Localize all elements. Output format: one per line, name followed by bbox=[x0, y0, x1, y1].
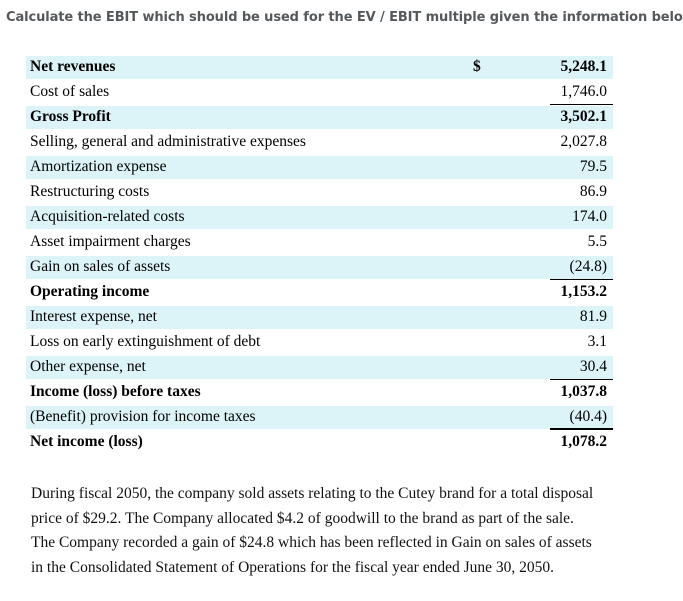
table-row-other-expense: Other expense, net 30.4 bbox=[26, 355, 613, 380]
row-label: Selling, general and administrative expe… bbox=[30, 133, 306, 150]
row-label: Other expense, net bbox=[30, 358, 146, 375]
currency-symbol: $ bbox=[473, 58, 481, 75]
row-value: 5,248.1 bbox=[560, 58, 608, 75]
row-label: Acquisition-related costs bbox=[30, 208, 185, 225]
note-line: The Company recorded a gain of $24.8 whi… bbox=[31, 534, 592, 551]
row-value: 3,502.1 bbox=[560, 108, 608, 125]
table-row-impairment: Asset impairment charges 5.5 bbox=[26, 230, 613, 255]
note-line: price of $29.2. The Company allocated $4… bbox=[31, 509, 574, 527]
disposal-note: During fiscal 2050, the company sold ass… bbox=[31, 482, 681, 580]
row-value: (40.4) bbox=[569, 408, 607, 425]
row-value: 2,027.8 bbox=[560, 133, 608, 150]
table-row-sga: Selling, general and administrative expe… bbox=[26, 130, 613, 155]
table-row-operating-income: Operating income 1,153.2 bbox=[26, 280, 613, 305]
row-label: Income (loss) before taxes bbox=[30, 383, 201, 400]
table-row-income-taxes: (Benefit) provision for income taxes (40… bbox=[26, 405, 613, 430]
row-label: Interest expense, net bbox=[30, 308, 157, 325]
note-line: During fiscal 2050, the company sold ass… bbox=[31, 485, 594, 502]
row-value: 1,078.2 bbox=[560, 433, 608, 450]
row-label: Gain on sales of assets bbox=[30, 258, 171, 275]
row-value: 5.5 bbox=[587, 233, 607, 250]
underline bbox=[550, 104, 613, 105]
row-value: 174.0 bbox=[572, 208, 607, 225]
table-row-acquisition: Acquisition-related costs 174.0 bbox=[26, 205, 613, 230]
table-row-amortization: Amortization expense 79.5 bbox=[26, 155, 613, 180]
row-value: 79.5 bbox=[579, 158, 607, 175]
table-row-income-before-taxes: Income (loss) before taxes 1,037.8 bbox=[26, 380, 613, 405]
row-label: Net income (loss) bbox=[30, 433, 143, 450]
row-label: Gross Profit bbox=[30, 108, 111, 125]
row-value: 1,153.2 bbox=[560, 283, 608, 300]
row-label: Operating income bbox=[30, 283, 150, 300]
row-label: Net revenues bbox=[30, 58, 116, 75]
row-label: Cost of sales bbox=[30, 83, 110, 100]
table-row-gain-on-sales: Gain on sales of assets (24.8) bbox=[26, 255, 613, 280]
row-value: 81.9 bbox=[579, 308, 607, 325]
table-row-debt-extinguishment: Loss on early extinguishment of debt 3.1 bbox=[26, 330, 613, 355]
row-label: Restructuring costs bbox=[30, 183, 150, 200]
row-label: Amortization expense bbox=[30, 158, 167, 175]
table-row-cost-of-sales: Cost of sales 1,746.0 bbox=[26, 80, 613, 105]
row-value: 1,746.0 bbox=[560, 83, 608, 100]
underline bbox=[550, 279, 613, 280]
question-text: Calculate the EBIT which should be used … bbox=[6, 10, 683, 25]
row-label: Asset impairment charges bbox=[30, 233, 191, 250]
row-value: 30.4 bbox=[579, 358, 607, 375]
row-value: (24.8) bbox=[569, 258, 607, 275]
table-row-net-income: Net income (loss) 1,078.2 bbox=[26, 430, 613, 455]
row-value: 3.1 bbox=[587, 333, 607, 350]
row-label: (Benefit) provision for income taxes bbox=[30, 408, 256, 425]
income-statement-table: Net revenues $ 5,248.1 Cost of sales 1,7… bbox=[26, 55, 613, 455]
note-line: in the Consolidated Statement of Operati… bbox=[31, 558, 554, 576]
row-value: 86.9 bbox=[579, 183, 607, 200]
table-row-interest-expense: Interest expense, net 81.9 bbox=[26, 305, 613, 330]
table-row-restructuring: Restructuring costs 86.9 bbox=[26, 180, 613, 205]
row-label: Loss on early extinguishment of debt bbox=[30, 333, 261, 350]
table-row-net-revenues: Net revenues $ 5,248.1 bbox=[26, 55, 613, 80]
table-row-gross-profit: Gross Profit 3,502.1 bbox=[26, 105, 613, 130]
underline bbox=[550, 379, 613, 380]
row-value: 1,037.8 bbox=[560, 383, 608, 400]
underline bbox=[550, 428, 613, 430]
